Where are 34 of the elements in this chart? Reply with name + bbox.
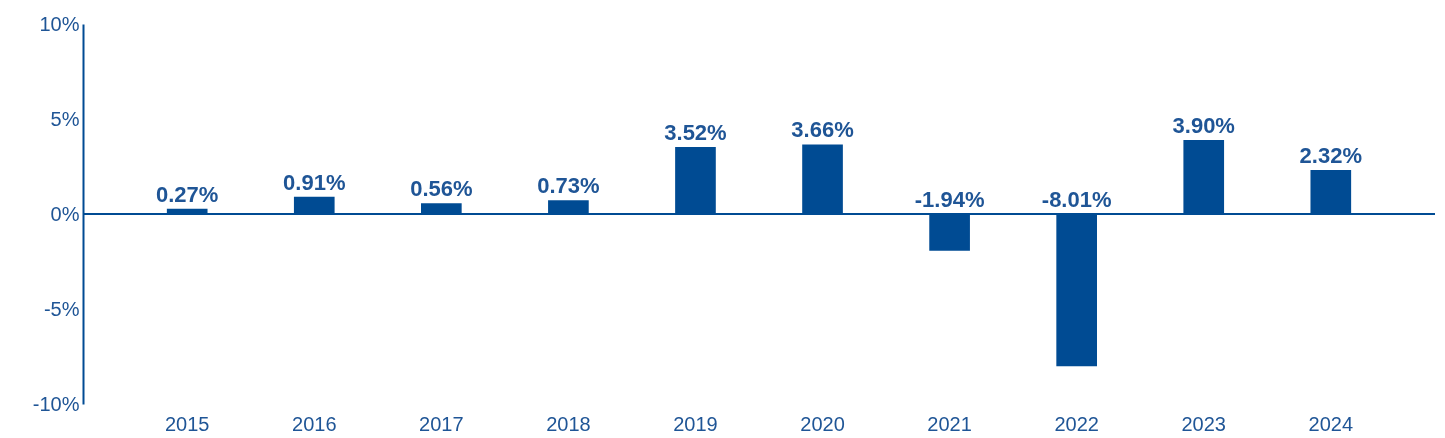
bar <box>929 214 970 251</box>
y-tick-label: -10% <box>32 392 80 415</box>
y-tick-label: 10% <box>39 12 80 35</box>
bar <box>548 200 589 214</box>
bar <box>675 147 716 214</box>
x-tick-label: 2023 <box>1181 412 1226 435</box>
data-label: -1.94% <box>914 187 985 212</box>
y-tick-label: 5% <box>50 107 80 130</box>
data-label: 0.27% <box>156 181 219 207</box>
x-tick-label: 2024 <box>1308 412 1354 435</box>
bar <box>802 144 843 214</box>
bar <box>293 196 335 214</box>
x-tick-label: 2017 <box>419 412 464 435</box>
y-tick-label: -5% <box>43 297 80 320</box>
data-label: 3.66% <box>791 117 854 143</box>
bar <box>421 203 462 214</box>
x-tick-label: 2022 <box>1054 412 1099 435</box>
y-tick-label: 0% <box>50 202 80 225</box>
data-label: 0.56% <box>410 176 473 202</box>
x-tick-label: 2020 <box>800 412 845 435</box>
x-tick-label: 2019 <box>673 412 718 435</box>
data-label: 3.52% <box>664 120 727 146</box>
data-label: 3.90% <box>1172 112 1235 138</box>
x-tick-label: 2016 <box>292 412 337 435</box>
bar <box>1310 169 1352 214</box>
data-label: 0.91% <box>283 169 346 195</box>
bar <box>1056 214 1097 367</box>
data-label: -8.01% <box>1041 187 1112 212</box>
data-label: 0.73% <box>537 173 600 199</box>
x-tick-label: 2015 <box>164 412 210 435</box>
x-tick-label: 2021 <box>927 412 972 435</box>
bar <box>1183 139 1225 214</box>
data-label: 2.32% <box>1299 142 1362 168</box>
x-tick-label: 2018 <box>546 412 591 435</box>
